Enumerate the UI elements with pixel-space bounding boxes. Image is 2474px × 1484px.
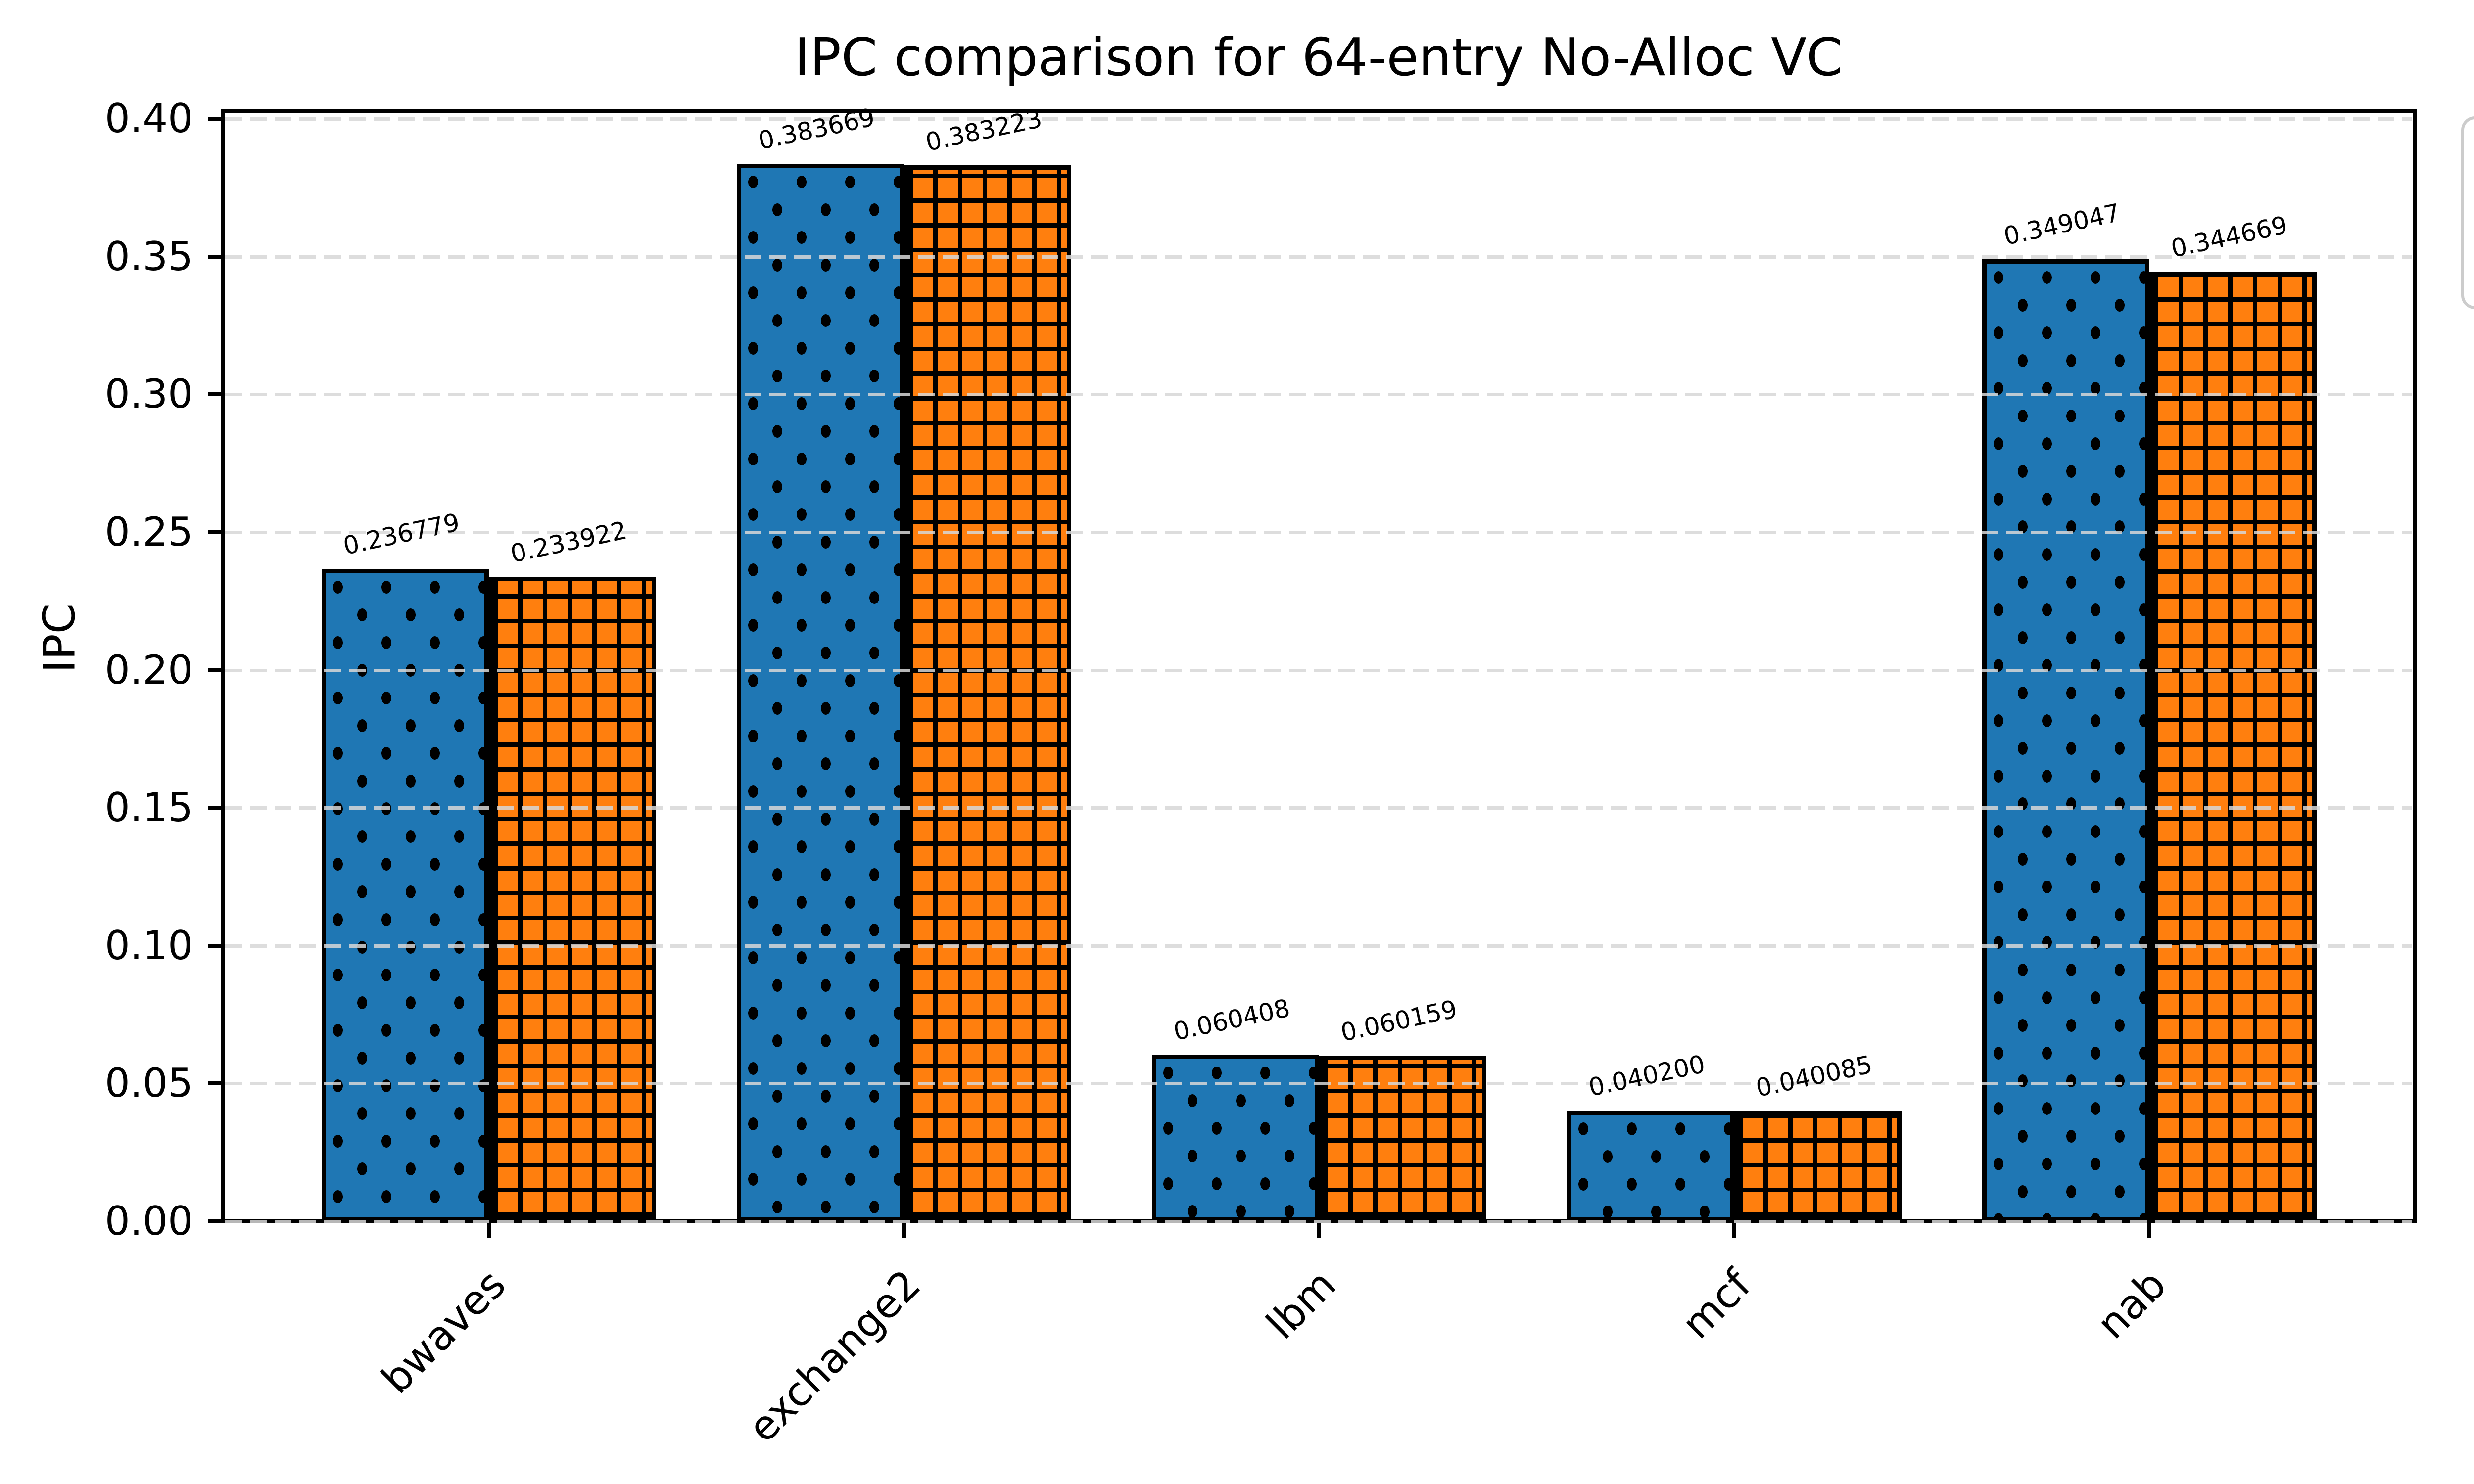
x-tick-label-exchange2: exchange2: [739, 1261, 930, 1452]
y-tick-mark: [208, 668, 223, 672]
x-tick-mark: [487, 1223, 491, 1238]
gridline: [225, 806, 2412, 810]
x-tick-label-nab: nab: [2088, 1261, 2176, 1348]
y-tick-mark: [208, 806, 223, 810]
y-tick-mark: [208, 530, 223, 534]
gridline: [225, 531, 2412, 534]
bar-vc_no_alloc_64-exchange2: [904, 165, 1071, 1221]
y-tick-mark: [208, 943, 223, 948]
y-tick-label: 0.05: [104, 1060, 193, 1107]
bar-vc_no_alloc_64-bwaves: [489, 577, 656, 1221]
gridline: [225, 255, 2412, 259]
bar-vc_no_alloc_64-nab: [2149, 272, 2317, 1221]
y-tick-label: 0.15: [104, 785, 193, 831]
y-tick-mark: [208, 1219, 223, 1223]
y-tick-label: 0.10: [104, 922, 193, 969]
x-tick-label-mcf: mcf: [1673, 1261, 1760, 1348]
y-tick-mark: [208, 392, 223, 397]
x-tick-label-lbm: lbm: [1257, 1261, 1345, 1348]
y-tick-label: 0.25: [104, 509, 193, 555]
x-tick-mark: [2147, 1223, 2151, 1238]
bar-mostly_excl_64-nab: [1982, 259, 2149, 1221]
gridline: [225, 1082, 2412, 1086]
y-tick-mark: [208, 1081, 223, 1086]
gridline: [225, 944, 2412, 948]
bar-mostly_excl_64-mcf: [1567, 1111, 1734, 1221]
x-tick-mark: [1317, 1223, 1321, 1238]
legend: Configurations mostly_excl_64vc_no_alloc…: [2461, 116, 2474, 309]
y-tick-label: 0.20: [104, 647, 193, 693]
x-tick-label-bwaves: bwaves: [373, 1261, 515, 1403]
y-tick-label: 0.40: [104, 95, 193, 142]
bar-vc_no_alloc_64-lbm: [1319, 1056, 1486, 1221]
y-tick-label: 0.30: [104, 371, 193, 417]
gridline: [225, 1220, 2412, 1223]
y-tick-mark: [208, 254, 223, 259]
bar-mostly_excl_64-lbm: [1152, 1055, 1319, 1221]
bar-mostly_excl_64-exchange2: [737, 164, 904, 1221]
gridline: [225, 393, 2412, 397]
y-tick-label: 0.35: [104, 233, 193, 279]
gridline: [225, 668, 2412, 672]
x-tick-mark: [902, 1223, 906, 1238]
x-tick-mark: [1732, 1223, 1736, 1238]
y-tick-label: 0.00: [104, 1198, 193, 1244]
gridline: [225, 117, 2412, 121]
chart-title: IPC comparison for 64-entry No-Alloc VC: [794, 27, 1843, 88]
bar-mostly_excl_64-bwaves: [322, 569, 489, 1221]
y-tick-mark: [208, 117, 223, 121]
bar-vc_no_alloc_64-mcf: [1734, 1111, 1902, 1221]
